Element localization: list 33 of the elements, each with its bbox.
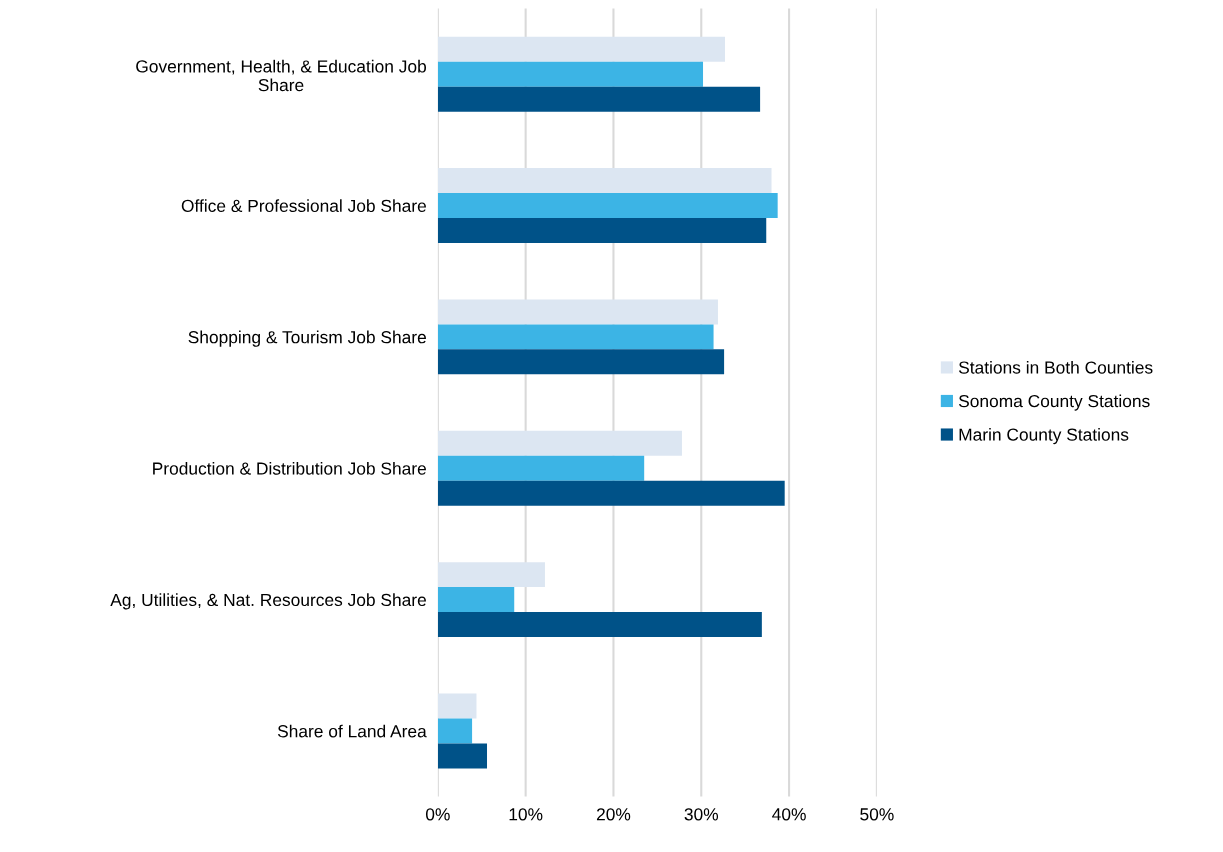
bar (437, 349, 725, 375)
y-tick-label: Shopping & Tourism Job Share (188, 330, 426, 347)
bar (437, 693, 477, 719)
legend-label: Sonoma County Stations (958, 394, 1150, 411)
bar (437, 324, 714, 350)
y-tick-label: Office & Professional Job Share (181, 199, 426, 213)
y-tick-label: Production & Distribution Job Share (153, 461, 426, 475)
bar (437, 480, 785, 506)
bar (437, 61, 704, 87)
bar (437, 168, 772, 194)
x-tick-label: 20% (596, 808, 631, 821)
bar (437, 430, 682, 456)
legend-label: Marin County Stations (959, 428, 1129, 445)
x-tick-label: 50% (860, 808, 894, 821)
x-tick-label: 0% (425, 808, 450, 821)
bar (437, 612, 762, 638)
bar (437, 299, 718, 325)
bar (437, 36, 725, 62)
x-tick-label: 40% (772, 808, 806, 821)
bar (437, 718, 473, 744)
y-tick-label: Government, Health, & Education Job Share (136, 59, 427, 92)
y-tick-label: Ag, Utilities, & Nat. Resources Job Share (110, 593, 426, 610)
bar (437, 193, 778, 219)
bar (437, 562, 545, 588)
bar (437, 743, 488, 769)
bar (437, 86, 761, 112)
y-tick-label: Share of Land Area (277, 724, 427, 738)
bar (437, 455, 645, 481)
x-tick-label: 30% (684, 808, 719, 821)
legend-label: Stations in Both Counties (958, 360, 1153, 374)
bar (437, 587, 515, 613)
x-tick-label: 10% (509, 808, 543, 821)
bar (437, 218, 767, 243)
